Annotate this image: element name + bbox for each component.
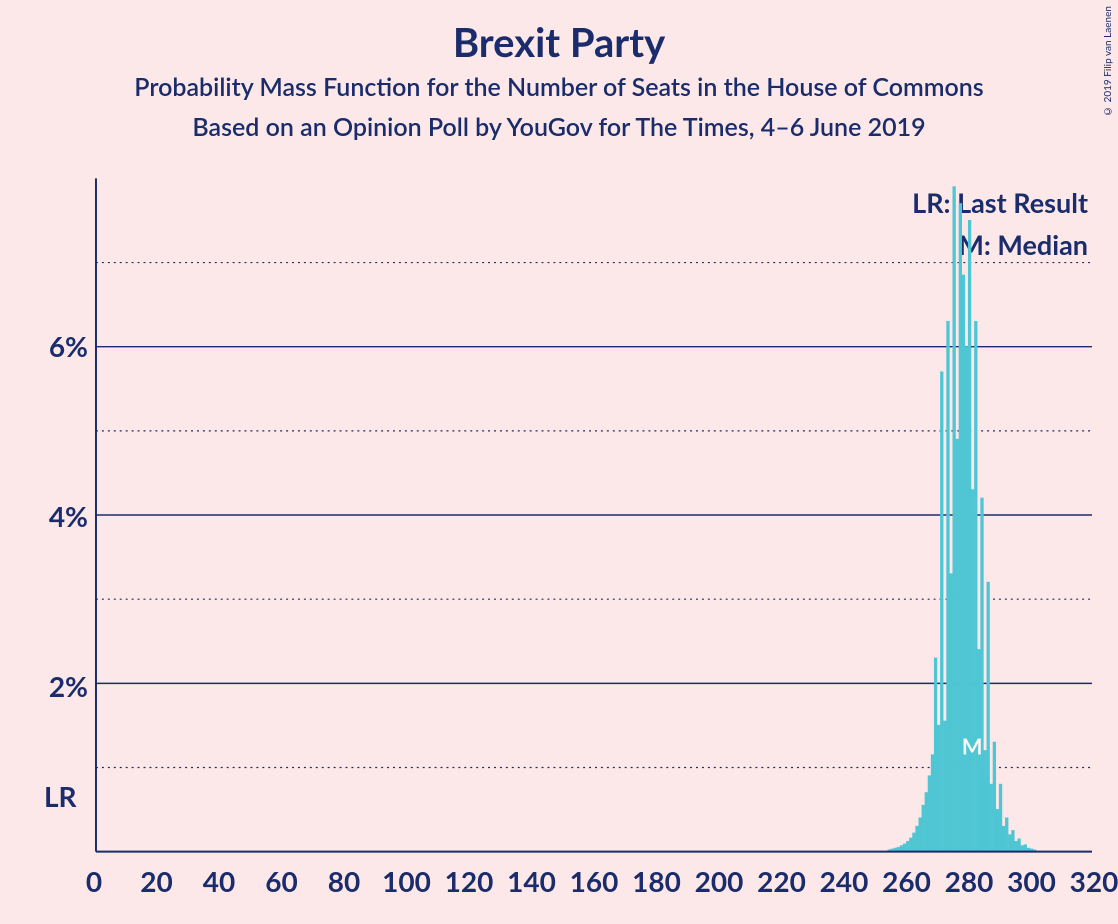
x-tick-label: 0: [86, 864, 102, 898]
x-tick-label: 220: [757, 864, 806, 898]
copyright-notice: © 2019 Filip van Laenen: [1102, 6, 1114, 117]
y-tick-label: 2%: [49, 669, 88, 703]
lr-axis-marker: LR: [44, 779, 77, 813]
x-tick-label: 160: [570, 864, 619, 898]
pmf-bar: [938, 725, 940, 851]
pmf-bar: [1002, 826, 1004, 851]
pmf-bar: [984, 751, 986, 852]
pmf-bar: [941, 372, 943, 852]
chart-subtitle-1: Probability Mass Function for the Number…: [0, 72, 1118, 102]
pmf-bar: [956, 439, 958, 851]
pmf-bar: [1024, 845, 1026, 852]
pmf-bar: [972, 490, 974, 852]
x-tick-label: 120: [445, 864, 494, 898]
x-tick-label: 40: [203, 864, 235, 898]
pmf-bar: [1015, 842, 1017, 852]
pmf-bar: [944, 721, 946, 851]
x-tick-label: 280: [945, 864, 994, 898]
pmf-bar: [993, 742, 995, 851]
x-tick-label: 320: [1070, 864, 1118, 898]
pmf-bar: [947, 321, 949, 851]
pmf-bar: [903, 844, 905, 852]
pmf-bar: [950, 574, 952, 852]
x-tick-label: 200: [695, 864, 744, 898]
x-tick-label: 240: [820, 864, 869, 898]
pmf-bar: [916, 826, 918, 851]
pmf-bar: [990, 784, 992, 851]
pmf-bar: [910, 838, 912, 851]
pmf-bar: [1006, 818, 1008, 852]
x-tick-label: 300: [1007, 864, 1056, 898]
pmf-bar: [962, 275, 964, 851]
pmf-bar: [975, 321, 977, 851]
pmf-bar: [931, 755, 933, 852]
y-tick-label: 4%: [49, 499, 88, 533]
y-tick-label: 6%: [49, 329, 88, 363]
pmf-bar: [981, 498, 983, 851]
x-tick-label: 60: [265, 864, 297, 898]
pmf-bar: [1018, 839, 1020, 852]
x-tick-label: 80: [328, 864, 360, 898]
pmf-bar: [919, 818, 921, 852]
pmf-bar: [1009, 835, 1011, 852]
pmf-bar: [913, 833, 915, 852]
pmf-bar: [1012, 831, 1014, 852]
x-tick-label: 20: [140, 864, 172, 898]
chart-title: Brexit Party: [0, 0, 1118, 66]
plot-svg: [94, 176, 1094, 856]
x-tick-label: 260: [882, 864, 931, 898]
pmf-bar: [934, 658, 936, 852]
pmf-bar: [987, 582, 989, 851]
x-tick-label: 140: [507, 864, 556, 898]
pmf-bar: [922, 805, 924, 851]
pmf-bar: [965, 347, 967, 852]
chart-subtitle-2: Based on an Opinion Poll by YouGov for T…: [0, 112, 1118, 142]
pmf-bar: [999, 784, 1001, 851]
pmf-bar: [928, 776, 930, 852]
pmf-bar: [953, 187, 955, 852]
pmf-bar: [996, 810, 998, 852]
pmf-bar: [925, 793, 927, 852]
chart-area: LR: Last Result M: Median 2%4%6% 0204060…: [0, 176, 1118, 924]
x-tick-label: 180: [632, 864, 681, 898]
x-tick-label: 100: [382, 864, 431, 898]
pmf-bar: [907, 842, 909, 852]
median-marker: M: [962, 732, 983, 759]
